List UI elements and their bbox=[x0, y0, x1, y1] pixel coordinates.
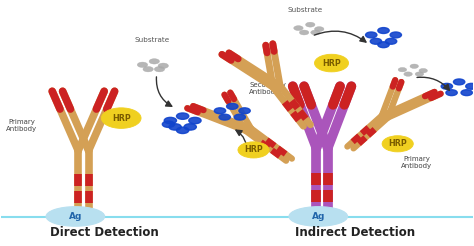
Circle shape bbox=[415, 72, 424, 76]
Circle shape bbox=[300, 30, 309, 35]
Circle shape bbox=[315, 27, 324, 31]
Text: Substrate: Substrate bbox=[134, 37, 170, 43]
Circle shape bbox=[238, 142, 269, 158]
Circle shape bbox=[410, 64, 419, 68]
Circle shape bbox=[149, 59, 159, 64]
Circle shape bbox=[404, 72, 412, 76]
Ellipse shape bbox=[289, 207, 347, 226]
Circle shape bbox=[365, 32, 377, 38]
Circle shape bbox=[385, 38, 397, 44]
Circle shape bbox=[390, 32, 401, 38]
Text: Primary
Antibody: Primary Antibody bbox=[7, 119, 37, 132]
Circle shape bbox=[311, 30, 320, 35]
Circle shape bbox=[214, 108, 226, 114]
Circle shape bbox=[143, 66, 154, 72]
Circle shape bbox=[461, 90, 473, 96]
Circle shape bbox=[294, 26, 303, 31]
Ellipse shape bbox=[46, 207, 105, 226]
Circle shape bbox=[446, 90, 457, 96]
Circle shape bbox=[378, 42, 389, 48]
Circle shape bbox=[378, 28, 389, 33]
Circle shape bbox=[184, 124, 196, 130]
Text: HRP: HRP bbox=[388, 139, 407, 148]
Circle shape bbox=[101, 108, 141, 128]
Circle shape bbox=[162, 121, 174, 127]
Circle shape bbox=[137, 62, 148, 67]
Text: HRP: HRP bbox=[112, 114, 130, 123]
Circle shape bbox=[466, 83, 474, 89]
Text: HRP: HRP bbox=[244, 145, 263, 154]
Circle shape bbox=[370, 38, 382, 44]
Text: Ag: Ag bbox=[311, 212, 325, 221]
Text: HRP: HRP bbox=[322, 59, 341, 68]
Circle shape bbox=[169, 124, 181, 130]
Circle shape bbox=[227, 103, 238, 109]
Circle shape bbox=[382, 136, 413, 152]
Text: Substrate: Substrate bbox=[288, 7, 323, 14]
Circle shape bbox=[306, 22, 315, 27]
Text: Direct Detection: Direct Detection bbox=[50, 226, 159, 239]
Circle shape bbox=[454, 79, 465, 85]
Circle shape bbox=[315, 54, 348, 72]
Circle shape bbox=[189, 117, 201, 124]
Circle shape bbox=[176, 113, 189, 119]
Circle shape bbox=[398, 67, 407, 72]
Circle shape bbox=[219, 114, 230, 120]
Text: Indirect Detection: Indirect Detection bbox=[295, 226, 415, 239]
Circle shape bbox=[419, 68, 428, 73]
Circle shape bbox=[234, 114, 246, 120]
Circle shape bbox=[176, 127, 189, 134]
Circle shape bbox=[441, 83, 453, 89]
Text: Secondary
Antibodies: Secondary Antibodies bbox=[249, 82, 286, 95]
Circle shape bbox=[239, 108, 250, 114]
Circle shape bbox=[164, 117, 176, 124]
Circle shape bbox=[158, 63, 168, 68]
Circle shape bbox=[155, 66, 164, 72]
Text: Ag: Ag bbox=[69, 212, 82, 221]
Text: Primary
Antibody: Primary Antibody bbox=[401, 156, 432, 169]
